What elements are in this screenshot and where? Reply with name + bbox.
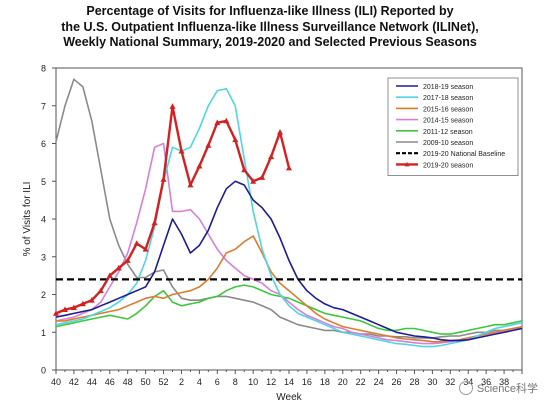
data-point-marker [79, 300, 86, 307]
x-tick-label: 8 [233, 377, 238, 387]
x-tick-label: 50 [141, 377, 151, 387]
x-tick-label: 52 [159, 377, 169, 387]
x-tick-label: 22 [356, 377, 366, 387]
x-tick-label: 10 [248, 377, 258, 387]
x-tick-label: 28 [409, 377, 419, 387]
x-tick-label: 48 [123, 377, 133, 387]
legend-box [387, 77, 519, 176]
x-tick-label: 4 [197, 377, 202, 387]
series-line-2017-18-season [55, 88, 523, 348]
legend-label: 2009-10 season [423, 140, 473, 147]
series-line-2014-15-season [55, 142, 523, 345]
data-point-marker [142, 246, 149, 252]
legend-label: 2017-18 season [423, 95, 473, 102]
x-tick-label: 40 [51, 377, 61, 387]
data-point-marker [106, 272, 113, 278]
x-tick-label: 24 [374, 377, 384, 387]
data-point-marker [259, 174, 266, 180]
x-tick-label: 16 [302, 377, 312, 387]
x-tick-label: 18 [320, 377, 330, 387]
title-line-3: Weekly National Summary, 2019-2020 and S… [63, 35, 477, 49]
data-point-marker [88, 297, 95, 303]
x-tick-label: 30 [427, 377, 437, 387]
legend-marker [404, 161, 410, 167]
wechat-icon [458, 381, 473, 395]
data-point-marker [241, 166, 248, 173]
title-line-2: the U.S. Outpatient Influenza-like Illne… [61, 19, 479, 34]
data-point-marker [115, 264, 122, 271]
data-point-marker [53, 310, 59, 316]
x-tick-label: 26 [392, 377, 402, 387]
legend-label: 2019-20 season [423, 162, 473, 169]
data-point-marker [62, 306, 68, 312]
data-point-marker [223, 117, 230, 124]
x-axis-label: Week [276, 392, 302, 403]
x-tick-label: 20 [338, 377, 348, 387]
data-point-marker [196, 162, 203, 169]
legend-label: 2015-16 season [423, 106, 473, 113]
y-tick-label: 2 [41, 290, 46, 300]
data-point-marker [187, 181, 194, 188]
series-layer [53, 78, 523, 348]
data-point-marker [268, 153, 275, 160]
x-tick-label: 42 [69, 377, 79, 387]
y-tick-label: 6 [41, 139, 46, 149]
series-line-2011-12-season [55, 284, 523, 335]
y-tick-label: 0 [41, 366, 46, 376]
x-tick-label: 32 [445, 377, 455, 387]
data-point-marker [214, 119, 221, 126]
x-tick-label: 44 [87, 377, 97, 387]
series-line-2018-19-season [55, 180, 523, 342]
title-line-1: Percentage of Visits for Influenza-like … [86, 4, 454, 18]
legend-label: 2014-15 season [423, 118, 473, 125]
watermark: Science科学 [458, 380, 538, 396]
x-tick-label: 46 [105, 377, 115, 387]
y-tick-label: 5 [41, 177, 46, 187]
y-axis-label: % of Visits for ILI [22, 182, 33, 257]
x-tick-label: 6 [215, 377, 220, 387]
data-point-marker [97, 287, 104, 294]
legend-label: 2018-19 season [423, 84, 473, 91]
watermark-text: Science科学 [476, 383, 538, 395]
legend: 2018-19 season 2017-18 season 2015-16 seas… [387, 77, 519, 176]
data-point-marker [124, 257, 131, 263]
legend-label: 2019-20 National Baseline [423, 151, 505, 158]
data-point-marker [232, 136, 239, 143]
y-tick-label: 4 [41, 215, 46, 225]
data-point-marker [178, 147, 185, 154]
y-tick-label: 1 [41, 328, 46, 338]
series-line-2009-10-season [55, 78, 522, 339]
x-tick-label: 12 [266, 377, 276, 387]
data-point-marker [70, 304, 77, 311]
data-point-marker [250, 178, 257, 184]
data-point-marker [160, 176, 167, 182]
data-point-marker [205, 142, 212, 148]
series-line-2015-16-season [56, 235, 523, 343]
chart-title: Percentage of Visits for Influenza-like … [60, 4, 480, 51]
x-tick-label: 38 [499, 377, 509, 387]
x-tick-label: 14 [284, 377, 294, 387]
data-point-marker [133, 240, 140, 246]
y-tick-label: 3 [41, 252, 46, 262]
x-tick-label: 36 [481, 377, 491, 387]
data-point-marker [169, 103, 176, 109]
data-point-marker [277, 129, 283, 135]
data-point-marker [151, 219, 158, 226]
data-point-marker [286, 164, 292, 171]
x-tick-label: 2 [179, 377, 184, 387]
y-tick-label: 7 [41, 101, 46, 111]
y-tick-label: 8 [41, 64, 46, 74]
legend-label: 2011-12 season [423, 129, 473, 136]
